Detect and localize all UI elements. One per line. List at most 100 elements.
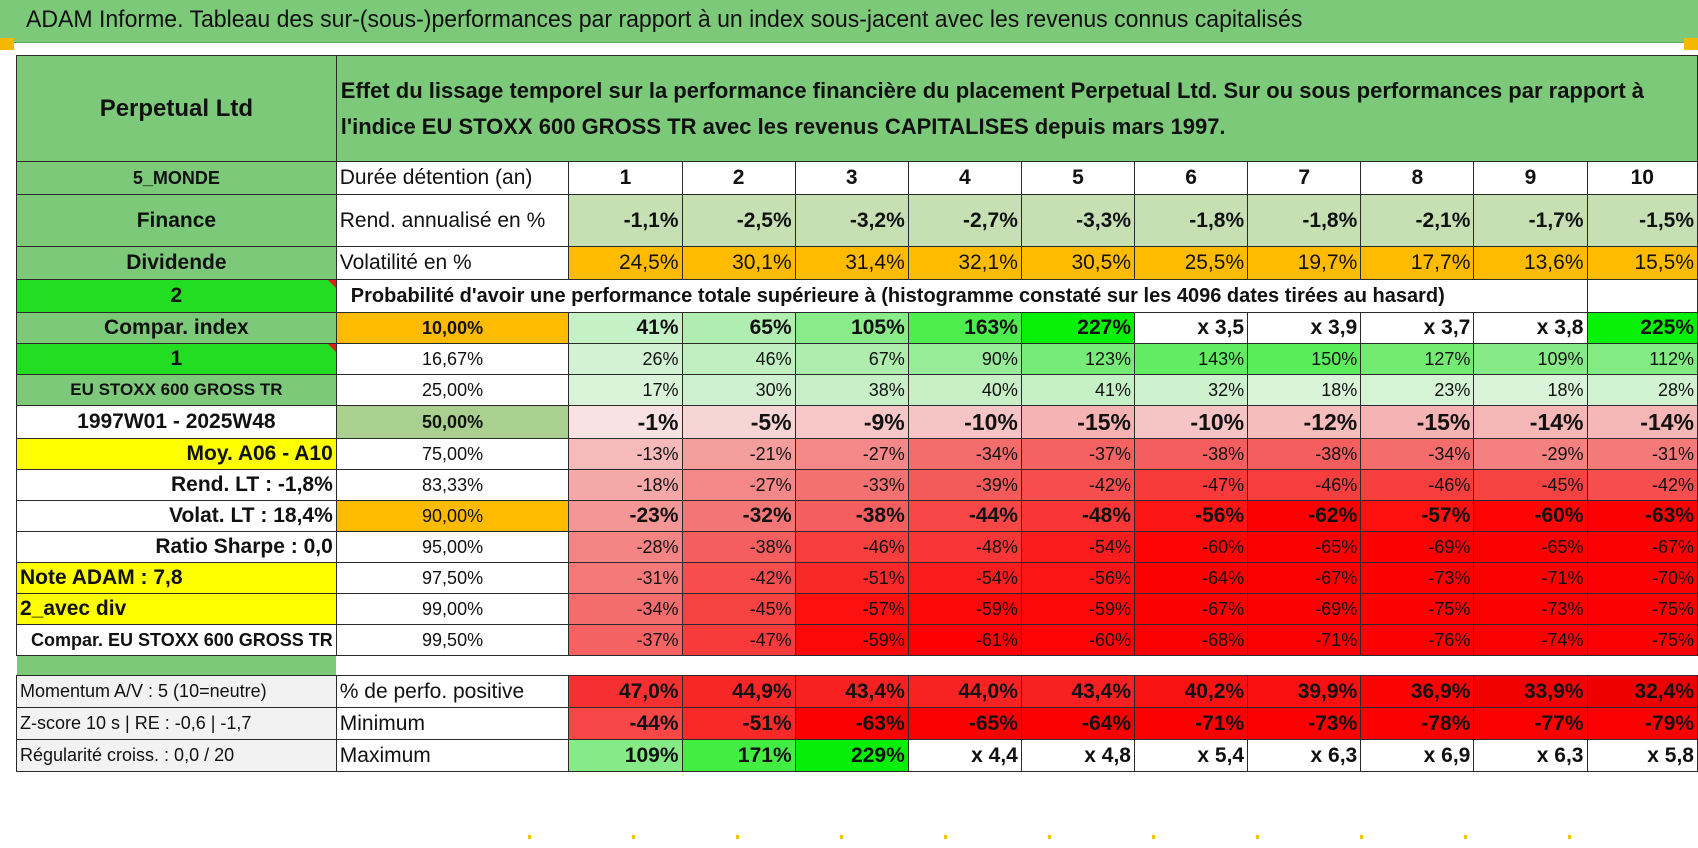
prob-cell: -38% — [1247, 438, 1362, 470]
prob-cell: -71% — [1247, 624, 1362, 656]
prob-cell: -34% — [907, 438, 1022, 470]
prob-cell: -33% — [794, 469, 909, 501]
prob-cell: -68% — [1133, 624, 1249, 656]
prob-cell: -67% — [1586, 531, 1698, 563]
prob-cell: 32% — [1133, 374, 1249, 406]
vol-cell: 13,6% — [1473, 246, 1588, 280]
quantile-cell: 99,00% — [335, 593, 570, 625]
prob-cell: -31% — [568, 562, 683, 594]
prob-cell: -51% — [794, 562, 909, 594]
rend-cell: -3,3% — [1020, 194, 1136, 247]
rend-cell: -2,1% — [1360, 194, 1475, 247]
header-line-2: l'indice EU STOXX 600 GROSS TR avec les … — [340, 113, 1226, 139]
stat-cell-min: -78% — [1360, 707, 1475, 740]
left-label-note: Note ADAM : 7,8 — [16, 562, 337, 594]
prob-cell: 127% — [1360, 343, 1475, 375]
rend-cell: -1,1% — [568, 194, 683, 247]
prob-cell: -34% — [568, 593, 683, 625]
stat-cell-pos: 44,9% — [681, 675, 796, 708]
prob-cell: -42% — [1020, 469, 1136, 501]
prob-cell: -63% — [1586, 500, 1698, 532]
prob-cell: -75% — [1360, 593, 1475, 625]
stat-cell-pos: 43,4% — [1020, 675, 1136, 708]
stat-label-pos: Momentum A/V : 5 (10=neutre) — [16, 675, 337, 708]
frame-marker-right — [1684, 38, 1698, 50]
prob-cell: -28% — [568, 531, 683, 563]
prob-cell: 46% — [681, 343, 796, 375]
stat-cell-max: 171% — [681, 739, 796, 772]
prob-cell: 67% — [794, 343, 909, 375]
year-header: 8 — [1360, 161, 1475, 195]
rend-cell: -2,7% — [907, 194, 1022, 247]
stat-cell-pos: 33,9% — [1473, 675, 1588, 708]
rend-label: Rend. annualisé en % — [335, 194, 570, 247]
year-header: 1 — [568, 161, 683, 195]
quantile-cell: 83,33% — [335, 469, 570, 501]
stat-cell-min: -71% — [1133, 707, 1249, 740]
quantile-cell: 25,00% — [335, 374, 570, 406]
prob-cell: -73% — [1360, 562, 1475, 594]
prob-cell: -15% — [1020, 405, 1136, 439]
stat-cell-pos: 32,4% — [1586, 675, 1698, 708]
year-header: 9 — [1473, 161, 1588, 195]
stat-cell-max: x 4,8 — [1020, 739, 1136, 772]
stat-cell-max: x 6,3 — [1473, 739, 1588, 772]
selector-2: 2 — [16, 279, 337, 313]
rend-cell: -1,8% — [1247, 194, 1362, 247]
prob-cell: -57% — [794, 593, 909, 625]
stat-cell-max: 229% — [794, 739, 909, 772]
prob-cell: -47% — [1133, 469, 1249, 501]
prob-cell: 105% — [794, 312, 909, 344]
prob-cell: 123% — [1020, 343, 1136, 375]
vol-label: Volatilité en % — [335, 246, 570, 280]
prob-cell: -37% — [1020, 438, 1136, 470]
quantile-cell: 90,00% — [335, 500, 570, 532]
prob-cell: x 3,5 — [1133, 312, 1249, 344]
prob-cell: 28% — [1586, 374, 1698, 406]
prob-cell: 26% — [568, 343, 683, 375]
prob-cell: -65% — [1247, 531, 1362, 563]
prob-cell: -60% — [1133, 531, 1249, 563]
prob-cell: -15% — [1360, 405, 1475, 439]
left-label-rend_lt: Rend. LT : -1,8% — [16, 469, 337, 501]
stat-cell-max: x 5,8 — [1586, 739, 1698, 772]
stat-cell-max: x 6,9 — [1360, 739, 1475, 772]
prob-cell: -27% — [794, 438, 909, 470]
stat-cell-min: -65% — [907, 707, 1022, 740]
prob-cell: 143% — [1133, 343, 1249, 375]
prob-cell: 18% — [1247, 374, 1362, 406]
rend-cell: -3,2% — [794, 194, 909, 247]
prob-cell: -73% — [1473, 593, 1588, 625]
prob-cell: -74% — [1473, 624, 1588, 656]
quantile-cell: 95,00% — [335, 531, 570, 563]
vol-cell: 17,7% — [1360, 246, 1475, 280]
prob-cell: 112% — [1586, 343, 1698, 375]
prob-cell: 41% — [568, 312, 683, 344]
prob-cell: -56% — [1020, 562, 1136, 594]
left-label-compar_index: Compar. EU STOXX 600 GROSS TR — [16, 624, 337, 656]
rend-cell: -2,5% — [681, 194, 796, 247]
vol-cell: 30,1% — [681, 246, 796, 280]
vol-cell: 31,4% — [794, 246, 909, 280]
prob-cell: -44% — [907, 500, 1022, 532]
prob-cell: 41% — [1020, 374, 1136, 406]
left-label-period: 1997W01 - 2025W48 — [16, 405, 337, 439]
prob-cell: -59% — [794, 624, 909, 656]
stat-cell-max: x 6,3 — [1247, 739, 1362, 772]
year-header: 3 — [794, 161, 909, 195]
year-header: 5 — [1020, 161, 1136, 195]
quantile-cell: 99,50% — [335, 624, 570, 656]
year-header: 4 — [907, 161, 1022, 195]
rend-cell: -1,8% — [1133, 194, 1249, 247]
prob-cell: -45% — [1473, 469, 1588, 501]
stat-title-min: Minimum — [335, 707, 570, 740]
prob-cell: 65% — [681, 312, 796, 344]
zone-label: 5_MONDE — [16, 161, 337, 195]
prob-cell: -42% — [1586, 469, 1698, 501]
prob-cell: 38% — [794, 374, 909, 406]
prob-cell: -23% — [568, 500, 683, 532]
prob-cell: -71% — [1473, 562, 1588, 594]
prob-cell: -61% — [907, 624, 1022, 656]
prob-cell: -12% — [1247, 405, 1362, 439]
prob-cell: -54% — [907, 562, 1022, 594]
